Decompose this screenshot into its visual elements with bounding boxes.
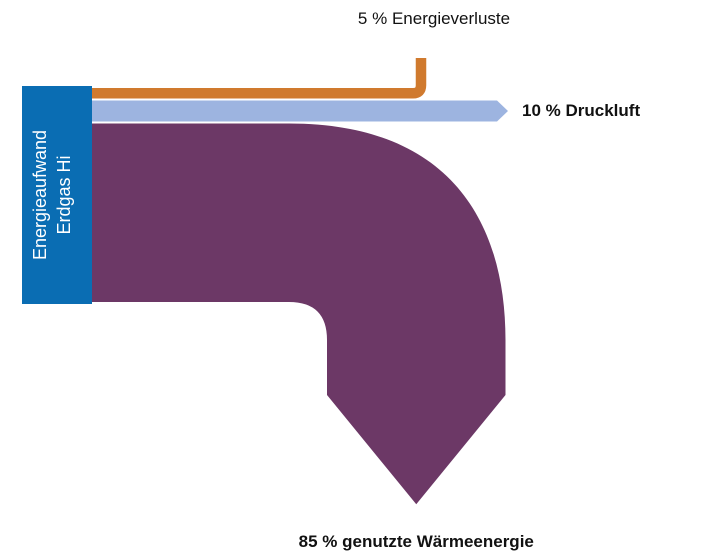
source-label: Erdgas Hi	[54, 155, 74, 234]
flow-label: 85 % genutzte Wärmeenergie	[299, 532, 534, 551]
flow-label: 10 % Druckluft	[522, 101, 640, 120]
flow-label: 5 % Energieverluste	[358, 9, 510, 28]
flow-band	[92, 100, 508, 122]
flow-name: genutzte Wärmeenergie	[342, 532, 534, 551]
flow-value-label: 10 %	[522, 101, 561, 120]
source-node	[22, 86, 92, 304]
flow-band	[92, 123, 506, 505]
flow-band	[92, 58, 427, 99]
flow-name: Druckluft	[565, 101, 640, 120]
source-label: Energieaufwand	[30, 130, 50, 260]
flow-name: Energieverluste	[392, 9, 510, 28]
flow-value-label: 85 %	[299, 532, 338, 551]
flow-value-label: 5 %	[358, 9, 387, 28]
